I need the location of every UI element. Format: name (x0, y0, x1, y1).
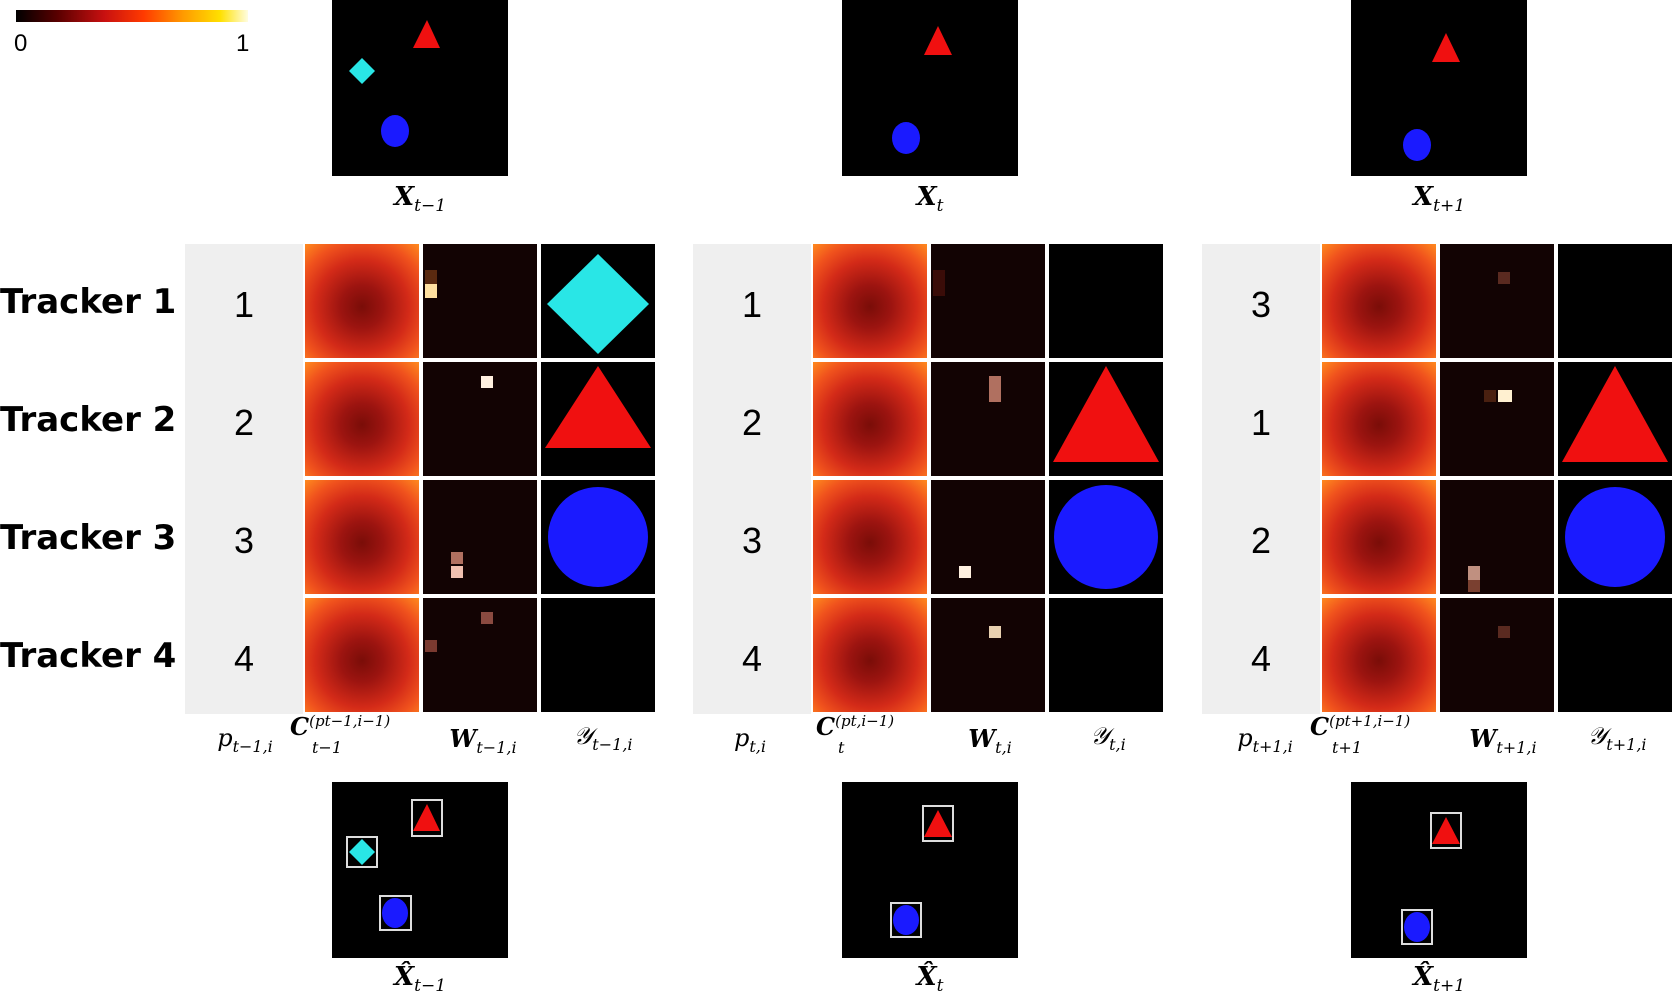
frame-bottom-t (842, 782, 1018, 958)
c-heatmap (1322, 598, 1436, 712)
p-value: 4 (1250, 638, 1272, 679)
w-map (1440, 244, 1554, 358)
panel-2-p-column (693, 244, 811, 714)
c-heatmap (813, 244, 927, 358)
y-patch-circle (541, 480, 655, 594)
y-patch-triangle (1558, 362, 1672, 476)
caption-xhat-t-plus-1: X̂t+1 (1412, 962, 1466, 997)
c-heatmap (1322, 244, 1436, 358)
caption-xhat-t-minus-1: X̂t−1 (393, 962, 447, 997)
label-y: 𝒴t−1,i (573, 722, 633, 754)
tracker-3-label: Tracker 3 (0, 518, 177, 558)
label-p: pt,i (733, 724, 766, 756)
caption-x-t-plus-1: Xt+1 (1412, 182, 1466, 217)
y-patch-empty (1558, 598, 1672, 712)
label-w: Wt+1,i (1469, 724, 1537, 757)
p-value: 2 (233, 402, 255, 443)
label-c: C(pt,i−1) t (816, 712, 895, 757)
tracker-2-label: Tracker 2 (0, 400, 177, 440)
w-map (1440, 362, 1554, 476)
caption-x-t: Xt (916, 182, 944, 217)
w-map (931, 598, 1045, 712)
c-heatmap (1322, 362, 1436, 476)
y-patch-circle (1558, 480, 1672, 594)
label-c: C(pt+1,i−1) t+1 (1310, 712, 1411, 757)
w-map (423, 362, 537, 476)
frame-top-t (842, 0, 1018, 176)
p-value: 3 (741, 520, 763, 561)
c-heatmap (813, 480, 927, 594)
c-heatmap (305, 598, 419, 712)
p-value: 1 (741, 284, 763, 325)
w-map (931, 480, 1045, 594)
y-patch-triangle (541, 362, 655, 476)
label-w: Wt−1,i (449, 724, 517, 757)
label-y: 𝒴t+1,i (1587, 722, 1647, 754)
w-map (931, 362, 1045, 476)
p-value: 1 (233, 284, 255, 325)
c-heatmap (813, 362, 927, 476)
colorbar-min-label: 0 (14, 30, 28, 57)
p-value: 4 (233, 638, 255, 679)
w-map (423, 244, 537, 358)
panel-3-p-column (1202, 244, 1320, 714)
p-value: 2 (1250, 520, 1272, 561)
y-patch-empty (1558, 244, 1672, 358)
p-value: 3 (1250, 284, 1272, 325)
p-value: 1 (1250, 402, 1272, 443)
c-heatmap (813, 598, 927, 712)
y-patch-empty (541, 598, 655, 712)
y-patch-circle (1049, 480, 1163, 594)
label-p: pt−1,i (217, 724, 273, 756)
tracker-1-label: Tracker 1 (0, 282, 177, 322)
c-heatmap (305, 244, 419, 358)
frame-top-t-plus-1 (1351, 0, 1527, 176)
caption-x-t-minus-1: Xt−1 (393, 182, 447, 217)
colorbar (16, 10, 248, 22)
panel-1-p-column (185, 244, 303, 714)
frame-bottom-t-minus-1 (332, 782, 508, 958)
c-heatmap (305, 480, 419, 594)
p-value: 3 (233, 520, 255, 561)
c-heatmap (1322, 480, 1436, 594)
label-w: Wt,i (968, 724, 1012, 757)
caption-xhat-t: X̂t (916, 962, 944, 997)
c-heatmap (305, 362, 419, 476)
w-map (931, 244, 1045, 358)
colorbar-max-label: 1 (236, 30, 250, 57)
p-value: 4 (741, 638, 763, 679)
w-map (1440, 598, 1554, 712)
frame-bottom-t-plus-1 (1351, 782, 1527, 958)
p-value: 2 (741, 402, 763, 443)
y-patch-triangle (1049, 362, 1163, 476)
w-map (1440, 480, 1554, 594)
w-map (423, 480, 537, 594)
y-patch-empty (1049, 244, 1163, 358)
label-y: 𝒴t,i (1090, 722, 1126, 754)
tracker-4-label: Tracker 4 (0, 636, 177, 676)
y-patch-empty (1049, 598, 1163, 712)
y-patch-diamond (541, 244, 655, 358)
frame-top-t-minus-1 (332, 0, 508, 176)
label-p: pt+1,i (1237, 724, 1293, 756)
label-c: C(pt−1,i−1) t−1 (290, 712, 391, 757)
w-map (423, 598, 537, 712)
